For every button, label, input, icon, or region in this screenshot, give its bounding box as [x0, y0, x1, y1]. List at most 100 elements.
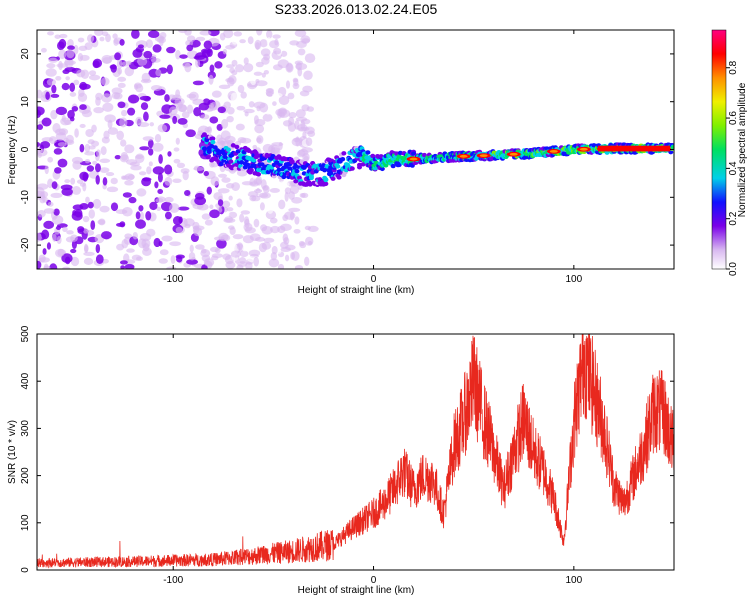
noise-blob: [298, 240, 305, 247]
noise-blob: [203, 258, 215, 267]
x-tick-label: -100: [163, 575, 183, 586]
noise-blob: [269, 40, 280, 49]
noise-blob: [189, 244, 194, 253]
noise-blob: [42, 196, 48, 203]
noise-blob: [256, 30, 263, 36]
noise-blob: [148, 148, 154, 156]
noise-blob: [128, 196, 137, 204]
ridge-blob: [307, 165, 313, 170]
colorbar-tick-label: 0.2: [728, 211, 739, 225]
noise-blob: [209, 204, 214, 210]
noise-blob: [47, 178, 54, 189]
noise-blob: [140, 102, 149, 111]
noise-blob: [142, 243, 150, 252]
noise-blob: [253, 178, 262, 185]
noise-blob: [225, 183, 235, 189]
noise-blob: [70, 256, 80, 267]
y-tick-label: 500: [20, 325, 31, 342]
noise-blob: [71, 106, 79, 112]
noise-blob: [277, 109, 282, 119]
noise-blob: [147, 139, 154, 149]
noise-blob: [116, 130, 124, 141]
noise-blob: [166, 266, 177, 269]
noise-blob: [297, 48, 306, 56]
noise-blob: [164, 164, 173, 175]
ridge-blob: [210, 136, 216, 141]
ridge-blob: [308, 174, 314, 179]
noise-blob: [188, 251, 196, 261]
noise-blob: [240, 91, 247, 99]
noise-blob: [99, 167, 110, 173]
noise-blob: [254, 188, 263, 193]
noise-blob: [291, 251, 300, 261]
noise-blob: [86, 165, 95, 172]
noise-blob: [121, 109, 128, 117]
noise-blob: [45, 68, 57, 77]
noise-blob: [69, 82, 76, 93]
noise-blob: [186, 35, 196, 43]
noise-blob: [231, 70, 238, 76]
noise-blob: [217, 106, 226, 114]
noise-blob: [95, 175, 100, 185]
noise-blob: [235, 123, 245, 131]
noise-blob: [217, 173, 228, 178]
colorbar-axes: 0.0 0.2 0.4 0.6 0.8: [726, 60, 739, 276]
noise-blob: [210, 162, 219, 168]
noise-blob: [57, 158, 68, 168]
noise-blob: [120, 265, 126, 269]
noise-blob: [261, 225, 273, 235]
noise-blob: [82, 215, 90, 223]
noise-blob: [247, 36, 254, 45]
noise-blob: [78, 45, 88, 52]
noise-blob: [259, 202, 265, 211]
noise-blob: [158, 258, 168, 264]
noise-blob: [39, 191, 49, 198]
noise-blob: [87, 201, 94, 209]
noise-blob: [107, 127, 119, 135]
snr-frame: [36, 333, 675, 571]
noise-blob: [105, 33, 111, 43]
noise-blob: [254, 124, 265, 134]
noise-blob: [139, 95, 151, 101]
noise-blob: [242, 235, 254, 244]
noise-blob: [138, 205, 144, 212]
noise-blob: [155, 198, 164, 203]
noise-blob: [203, 40, 213, 49]
noise-blob: [244, 111, 249, 117]
noise-blob: [41, 117, 52, 127]
noise-blob: [304, 53, 316, 64]
noise-blob: [37, 232, 42, 242]
noise-blob: [50, 109, 58, 120]
noise-blob: [303, 111, 314, 118]
noise-blob: [142, 177, 152, 182]
noise-blob: [301, 192, 309, 198]
noise-blob: [239, 213, 245, 223]
noise-blob: [54, 167, 62, 174]
noise-blob: [154, 133, 162, 143]
noise-blob: [149, 122, 155, 127]
ridge-blob: [287, 166, 293, 171]
noise-blob: [225, 64, 235, 69]
noise-blob: [221, 112, 227, 119]
noise-blob: [136, 188, 147, 197]
noise-blob: [94, 30, 104, 37]
ridge-blob: [228, 159, 234, 164]
noise-blob: [169, 241, 182, 247]
noise-blob: [223, 101, 231, 109]
noise-blob: [143, 50, 153, 59]
ridge-blob: [222, 154, 228, 159]
noise-blob: [183, 218, 195, 227]
noise-blob: [303, 210, 312, 221]
noise-blob: [226, 207, 234, 212]
noise-blob: [93, 106, 104, 114]
noise-blob: [119, 117, 128, 128]
noise-blob: [41, 137, 54, 142]
noise-blob: [79, 144, 85, 153]
noise-blob: [239, 250, 249, 258]
y-tick-label: -10: [20, 190, 31, 205]
noise-blob: [175, 254, 185, 259]
noise-blob: [173, 147, 180, 152]
noise-blob: [253, 218, 260, 228]
colorbar-tick-label: 0.4: [728, 161, 739, 175]
noise-blob: [70, 177, 76, 185]
